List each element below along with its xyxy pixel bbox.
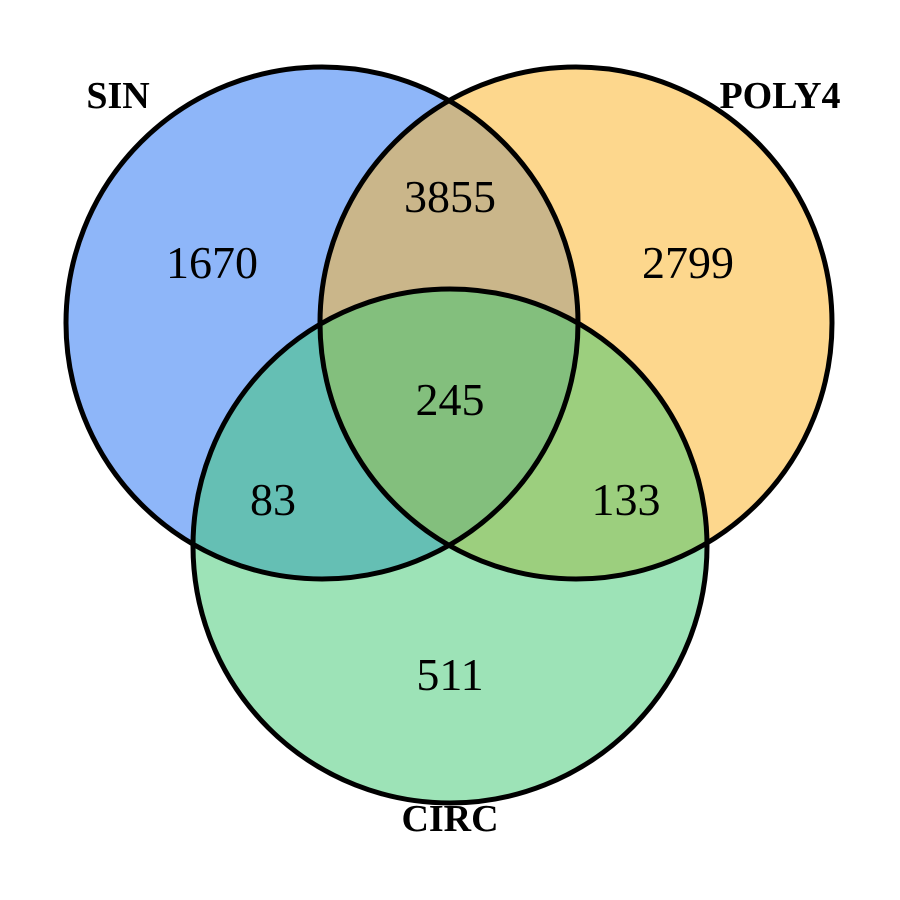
count-sin-poly4: 3855 [404, 171, 496, 222]
count-sin-circ: 83 [250, 474, 296, 525]
count-poly4-circ: 133 [592, 474, 661, 525]
count-all-three: 245 [416, 374, 485, 425]
set-label-sin: SIN [86, 75, 149, 117]
count-poly4-only: 2799 [642, 237, 734, 288]
set-label-circ: CIRC [401, 798, 498, 840]
set-label-poly4: POLY4 [719, 75, 840, 117]
circle-circ-outline [190, 286, 710, 806]
count-circ-only: 511 [416, 649, 483, 700]
count-sin-only: 1670 [166, 237, 258, 288]
